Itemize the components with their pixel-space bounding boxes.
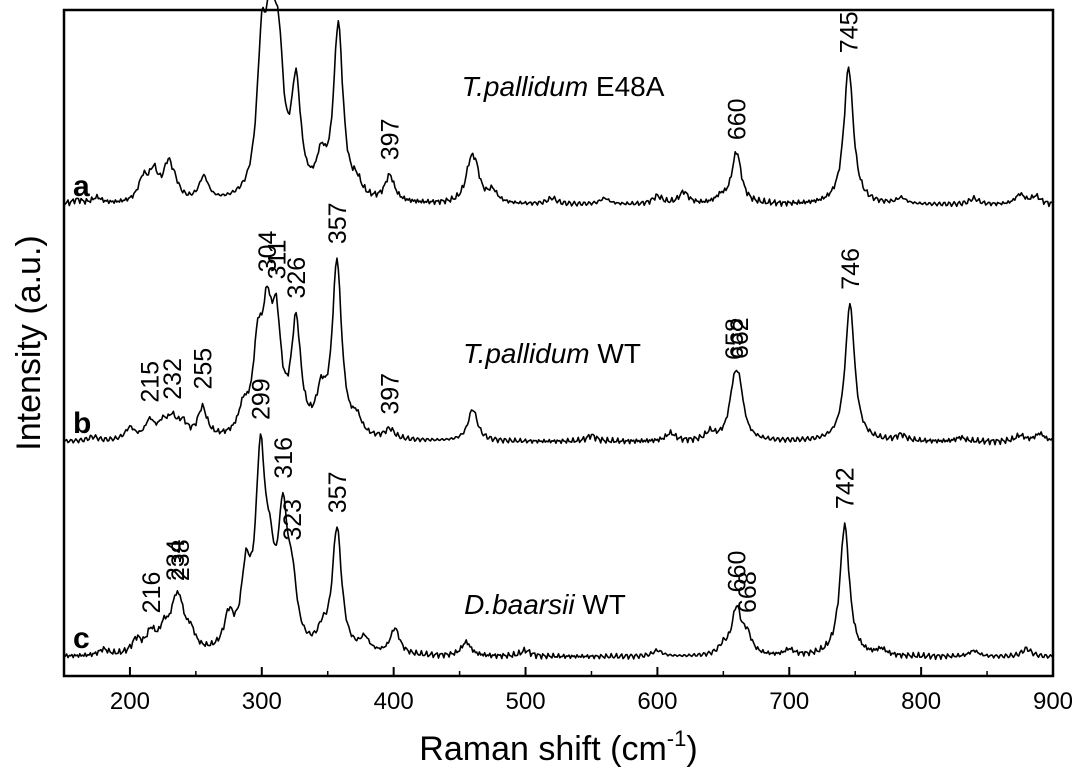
- x-tick-label: 800: [901, 688, 941, 715]
- x-tick-label: 700: [769, 688, 809, 715]
- peak-label: 742: [832, 467, 860, 509]
- panel-letter-b: b: [73, 407, 91, 440]
- trace-name-b: T.pallidum WT: [463, 338, 641, 369]
- peak-label: 299: [247, 378, 275, 420]
- x-tick-label: 300: [242, 688, 282, 715]
- plot-area: a T.pallidum E48A 397 660 745 b T.pallidum WT 2…: [63, 0, 1054, 661]
- peak-label: 662: [726, 317, 754, 359]
- x-tick-label: 900: [1033, 688, 1073, 715]
- peak-label: 668: [734, 571, 762, 613]
- peak-label: 316: [270, 437, 298, 479]
- x-tick-label: 500: [506, 688, 546, 715]
- peak-label: 397: [377, 373, 405, 415]
- spectrum-line-a: [63, 0, 1054, 208]
- peak-label: 304: [254, 231, 282, 273]
- trace-name-a: T.pallidum E48A: [462, 71, 665, 102]
- x-tick-label: 600: [637, 688, 677, 715]
- x-tick-label: 400: [374, 688, 414, 715]
- trace-a: a T.pallidum E48A 397 660 745: [63, 0, 1054, 208]
- x-axis-label-main: Raman shift (cm: [419, 730, 667, 768]
- x-tick-label: 200: [110, 688, 150, 715]
- spectrum-line-c: [64, 433, 1054, 661]
- x-axis: 200 300 400 500 600 700 800 900: [110, 667, 1073, 715]
- panel-letter-c: c: [73, 622, 90, 655]
- peak-label: 745: [836, 12, 864, 54]
- peak-label: 238: [167, 539, 195, 581]
- trace-name-c: D.baarsii WT: [464, 589, 626, 620]
- peak-label: 746: [837, 248, 865, 290]
- trace-name-italic: D.baarsii: [464, 589, 575, 620]
- peak-label: 397: [377, 119, 405, 161]
- trace-name-rest: E48A: [588, 71, 665, 102]
- spectrum-line-b: [63, 257, 1054, 446]
- x-axis-label-superscript: -1: [667, 726, 687, 751]
- peak-label: 326: [283, 257, 311, 299]
- panel-letter-a: a: [73, 170, 90, 203]
- plot-frame: [62, 8, 1055, 678]
- trace-name-rest: WT: [575, 589, 626, 620]
- x-axis-label: Raman shift (cm-1): [419, 726, 697, 768]
- peak-label: 357: [324, 471, 352, 513]
- peak-label: 232: [159, 358, 187, 400]
- peak-label: 216: [138, 572, 166, 614]
- peak-label: 255: [189, 348, 217, 390]
- peak-label: 658: [721, 318, 749, 360]
- peak-label: 357: [324, 202, 352, 244]
- peak-label: 311: [263, 240, 291, 280]
- trace-name-italic: T.pallidum: [462, 71, 589, 102]
- peak-label: 234: [162, 539, 190, 581]
- peak-label: 660: [724, 98, 752, 140]
- trace-name-rest: WT: [590, 338, 641, 369]
- peak-label: 660: [724, 551, 752, 593]
- y-axis-label: Intensity (a.u.): [10, 235, 48, 450]
- peak-label: 215: [137, 361, 165, 403]
- trace-name-italic: T.pallidum: [463, 338, 590, 369]
- x-axis-label-close: ): [686, 730, 697, 768]
- peak-label: 323: [279, 499, 307, 541]
